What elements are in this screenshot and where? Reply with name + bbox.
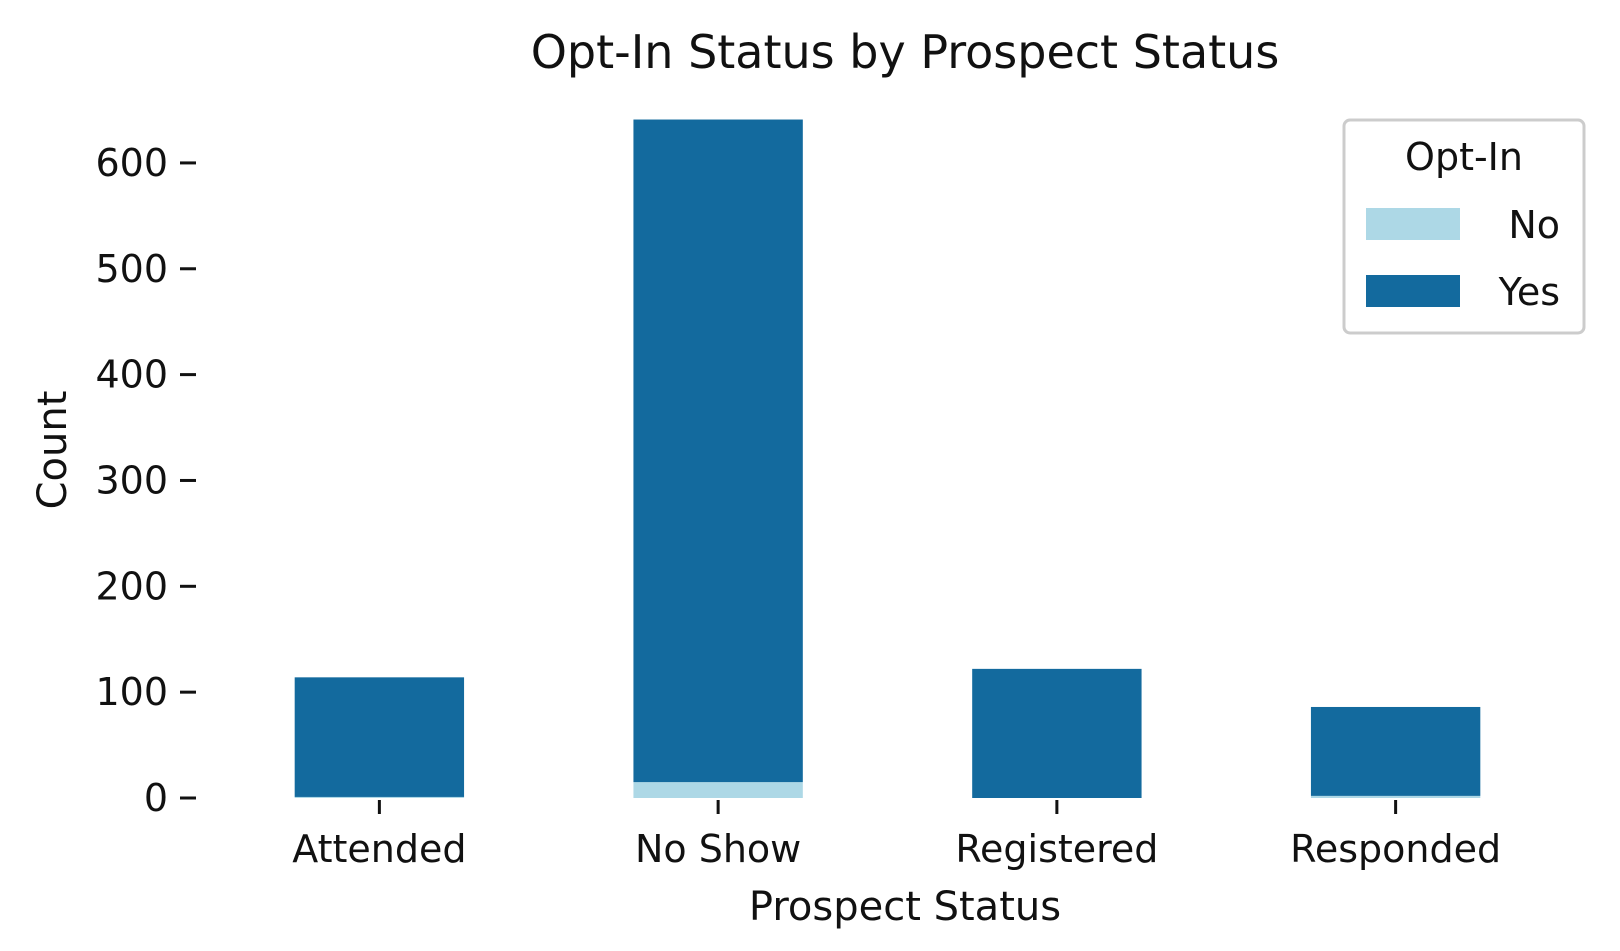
- legend-label-yes: Yes: [1498, 270, 1560, 314]
- y-tick-label: 0: [144, 776, 168, 820]
- legend-swatch-yes: [1366, 275, 1460, 307]
- bar-responded-no: [1310, 795, 1481, 798]
- y-axis-label: Count: [30, 391, 76, 510]
- y-axis: 0 100 200 300 400 500 600: [95, 141, 196, 820]
- x-tick-label: Registered: [955, 827, 1158, 871]
- bar-attended-yes: [294, 677, 465, 797]
- bars-group: [294, 119, 1481, 798]
- y-tick-label: 100: [95, 670, 168, 714]
- y-tick-label: 400: [95, 353, 168, 397]
- bar-no-show-yes: [633, 119, 803, 783]
- x-tick-label: No Show: [635, 827, 801, 871]
- bar-attended-no: [294, 796, 465, 798]
- x-tick-label: Responded: [1290, 827, 1501, 871]
- bar-registered-yes: [972, 668, 1142, 798]
- legend-label-no: No: [1508, 203, 1560, 247]
- x-tick-label: Attended: [292, 827, 466, 871]
- y-tick-label: 200: [95, 564, 168, 608]
- bar-no-show-no: [633, 782, 803, 798]
- y-tick-label: 300: [95, 458, 168, 502]
- bar-responded-yes: [1310, 706, 1481, 796]
- y-tick-label: 500: [95, 247, 168, 291]
- legend-swatch-no: [1366, 208, 1460, 240]
- x-axis: Attended No Show Registered Responded: [292, 800, 1501, 871]
- chart-title: Opt-In Status by Prospect Status: [531, 25, 1280, 79]
- legend-title: Opt-In: [1405, 135, 1523, 179]
- legend: Opt-In No Yes: [1342, 118, 1586, 335]
- y-tick-label: 600: [95, 141, 168, 185]
- x-axis-label: Prospect Status: [749, 884, 1061, 930]
